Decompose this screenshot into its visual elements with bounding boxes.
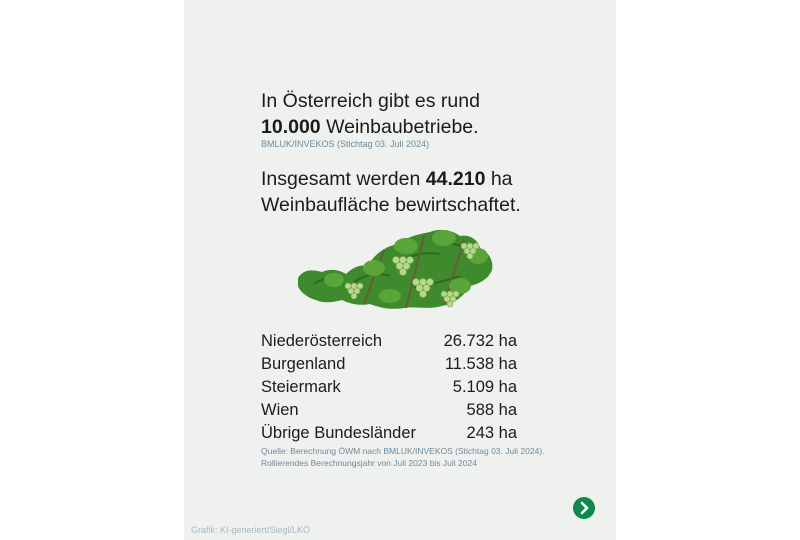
headline-area: Insgesamt werden 44.210 ha Weinbaufläche…: [261, 166, 601, 218]
image-credit: Grafik: KI-generiert/Siegl/LKÖ: [191, 525, 311, 535]
headline-businesses-number: 10.000: [261, 116, 321, 138]
region-name: Niederösterreich: [261, 332, 383, 350]
table-row: Steiermark 5.109 ha: [261, 376, 517, 399]
region-name: Übrige Bundesländer: [261, 424, 417, 442]
region-value: 588 ha: [466, 401, 517, 419]
headline-area-unit: ha: [485, 168, 513, 190]
region-value: 11.538 ha: [444, 355, 517, 373]
austria-vineyard-map-icon: [294, 224, 500, 320]
table-row: Burgenland 11.538 ha: [261, 353, 517, 376]
headline-businesses: In Österreich gibt es rund 10.000 Weinba…: [261, 88, 601, 140]
region-area-table: Niederösterreich 26.732 ha Burgenland 11…: [261, 330, 517, 445]
map-silhouette: [298, 229, 493, 309]
chevron-right-icon: [580, 501, 589, 515]
headline-area-suffix: Weinbaufläche bewirtschaftet.: [261, 194, 521, 216]
next-button[interactable]: [573, 497, 595, 519]
region-name: Wien: [261, 401, 299, 419]
headline-area-number: 44.210: [425, 168, 486, 190]
source-note: BMLUK/INVEKOS (Stichtag 03. Juli 2024): [261, 139, 430, 149]
infographic-card: In Österreich gibt es rund 10.000 Weinba…: [184, 0, 616, 540]
headline-area-text: Insgesamt werden: [261, 168, 426, 190]
region-value: 243 ha: [466, 424, 517, 442]
table-row: Niederösterreich 26.732 ha: [261, 330, 517, 353]
region-value: 26.732 ha: [443, 332, 517, 350]
source-footnote: Quelle: Berechnung ÖWM nach BMLUK/INVEKO…: [261, 446, 545, 468]
headline-businesses-text: In Österreich gibt es rund: [261, 90, 480, 112]
region-name: Burgenland: [261, 355, 346, 373]
region-name: Steiermark: [261, 378, 341, 396]
table-row: Übrige Bundesländer 243 ha: [261, 422, 517, 445]
headline-businesses-suffix: Weinbaubetriebe.: [320, 116, 479, 138]
region-value: 5.109 ha: [452, 378, 517, 396]
table-row: Wien 588 ha: [261, 399, 517, 422]
